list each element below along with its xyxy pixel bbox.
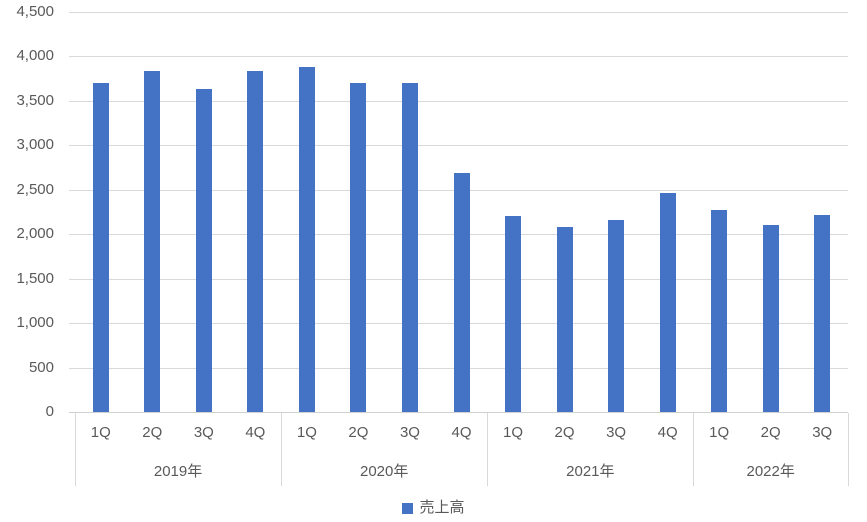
y-axis-tick-label: 1,500 (16, 269, 54, 287)
x-axis-quarter-label: 4Q (245, 424, 266, 441)
x-axis-quarter-label: 3Q (193, 424, 214, 441)
x-axis-quarter-label: 4Q (657, 424, 678, 441)
x-axis-year-label: 2020年 (360, 463, 409, 480)
bar-2021-4q[interactable] (659, 193, 676, 412)
legend-label: 売上高 (419, 499, 465, 516)
bar-2022-2q[interactable] (762, 225, 779, 412)
bar-2019-2q[interactable] (144, 70, 161, 412)
x-axis-quarter-label: 2Q (348, 424, 369, 441)
bar-2019-4q[interactable] (247, 70, 264, 412)
legend-marker-square (402, 502, 414, 514)
y-axis-tick-label: 0 (45, 403, 54, 420)
x-axis-quarter-label: 3Q (606, 424, 627, 441)
y-axis-tick-label: 500 (28, 358, 54, 376)
bar-2020-2q[interactable] (350, 83, 367, 412)
y-axis-tick-label: 2,500 (16, 180, 54, 198)
category-separator (487, 413, 489, 486)
y-axis-tick-label: 1,000 (16, 314, 54, 332)
category-separator (848, 413, 849, 486)
x-axis-quarter-label: 3Q (812, 424, 833, 441)
bar-2022-3q[interactable] (814, 214, 831, 412)
x-axis-year-label: 2021年 (566, 463, 615, 480)
x-axis-quarter-label: 2Q (760, 424, 781, 441)
legend[interactable]: 売上高 (0, 499, 867, 517)
x-axis-quarter-label: 2Q (554, 424, 575, 441)
bar-2020-1q[interactable] (298, 67, 315, 412)
bar-2020-3q[interactable] (401, 83, 418, 412)
gridline (69, 12, 848, 13)
bar-2020-4q[interactable] (453, 172, 470, 412)
y-axis-tick-label: 3,500 (16, 91, 54, 109)
gridline (69, 100, 848, 102)
y-axis-tick-label: 4,000 (16, 47, 54, 65)
x-axis-quarter-label: 1Q (90, 424, 111, 441)
bar-2022-1q[interactable] (711, 210, 728, 412)
x-axis-year-label: 2022年 (746, 463, 795, 480)
category-separator (693, 413, 695, 486)
bar-2021-3q[interactable] (608, 220, 625, 412)
x-axis-quarter-label: 1Q (296, 424, 317, 441)
x-axis-year-label: 2019年 (153, 463, 203, 480)
bar-2021-2q[interactable] (556, 227, 573, 412)
x-axis-line (69, 412, 848, 413)
y-axis-tick-label: 3,000 (16, 136, 54, 154)
y-axis-tick-label: 2,000 (16, 225, 54, 243)
x-axis-quarter-label: 1Q (709, 424, 730, 441)
x-axis-quarter-label: 2Q (142, 424, 163, 441)
gridline (69, 56, 848, 58)
y-axis-tick-label: 4,500 (16, 3, 54, 20)
x-axis-quarter-label: 4Q (451, 424, 472, 441)
gridline (69, 145, 848, 147)
category-separator (281, 413, 283, 486)
x-axis-quarter-label: 3Q (399, 424, 420, 441)
bar-2019-1q[interactable] (92, 83, 109, 412)
category-separator (75, 413, 76, 486)
bar-2021-1q[interactable] (505, 215, 522, 412)
x-axis-quarter-label: 1Q (503, 424, 524, 441)
bar-2019-3q[interactable] (195, 89, 212, 412)
